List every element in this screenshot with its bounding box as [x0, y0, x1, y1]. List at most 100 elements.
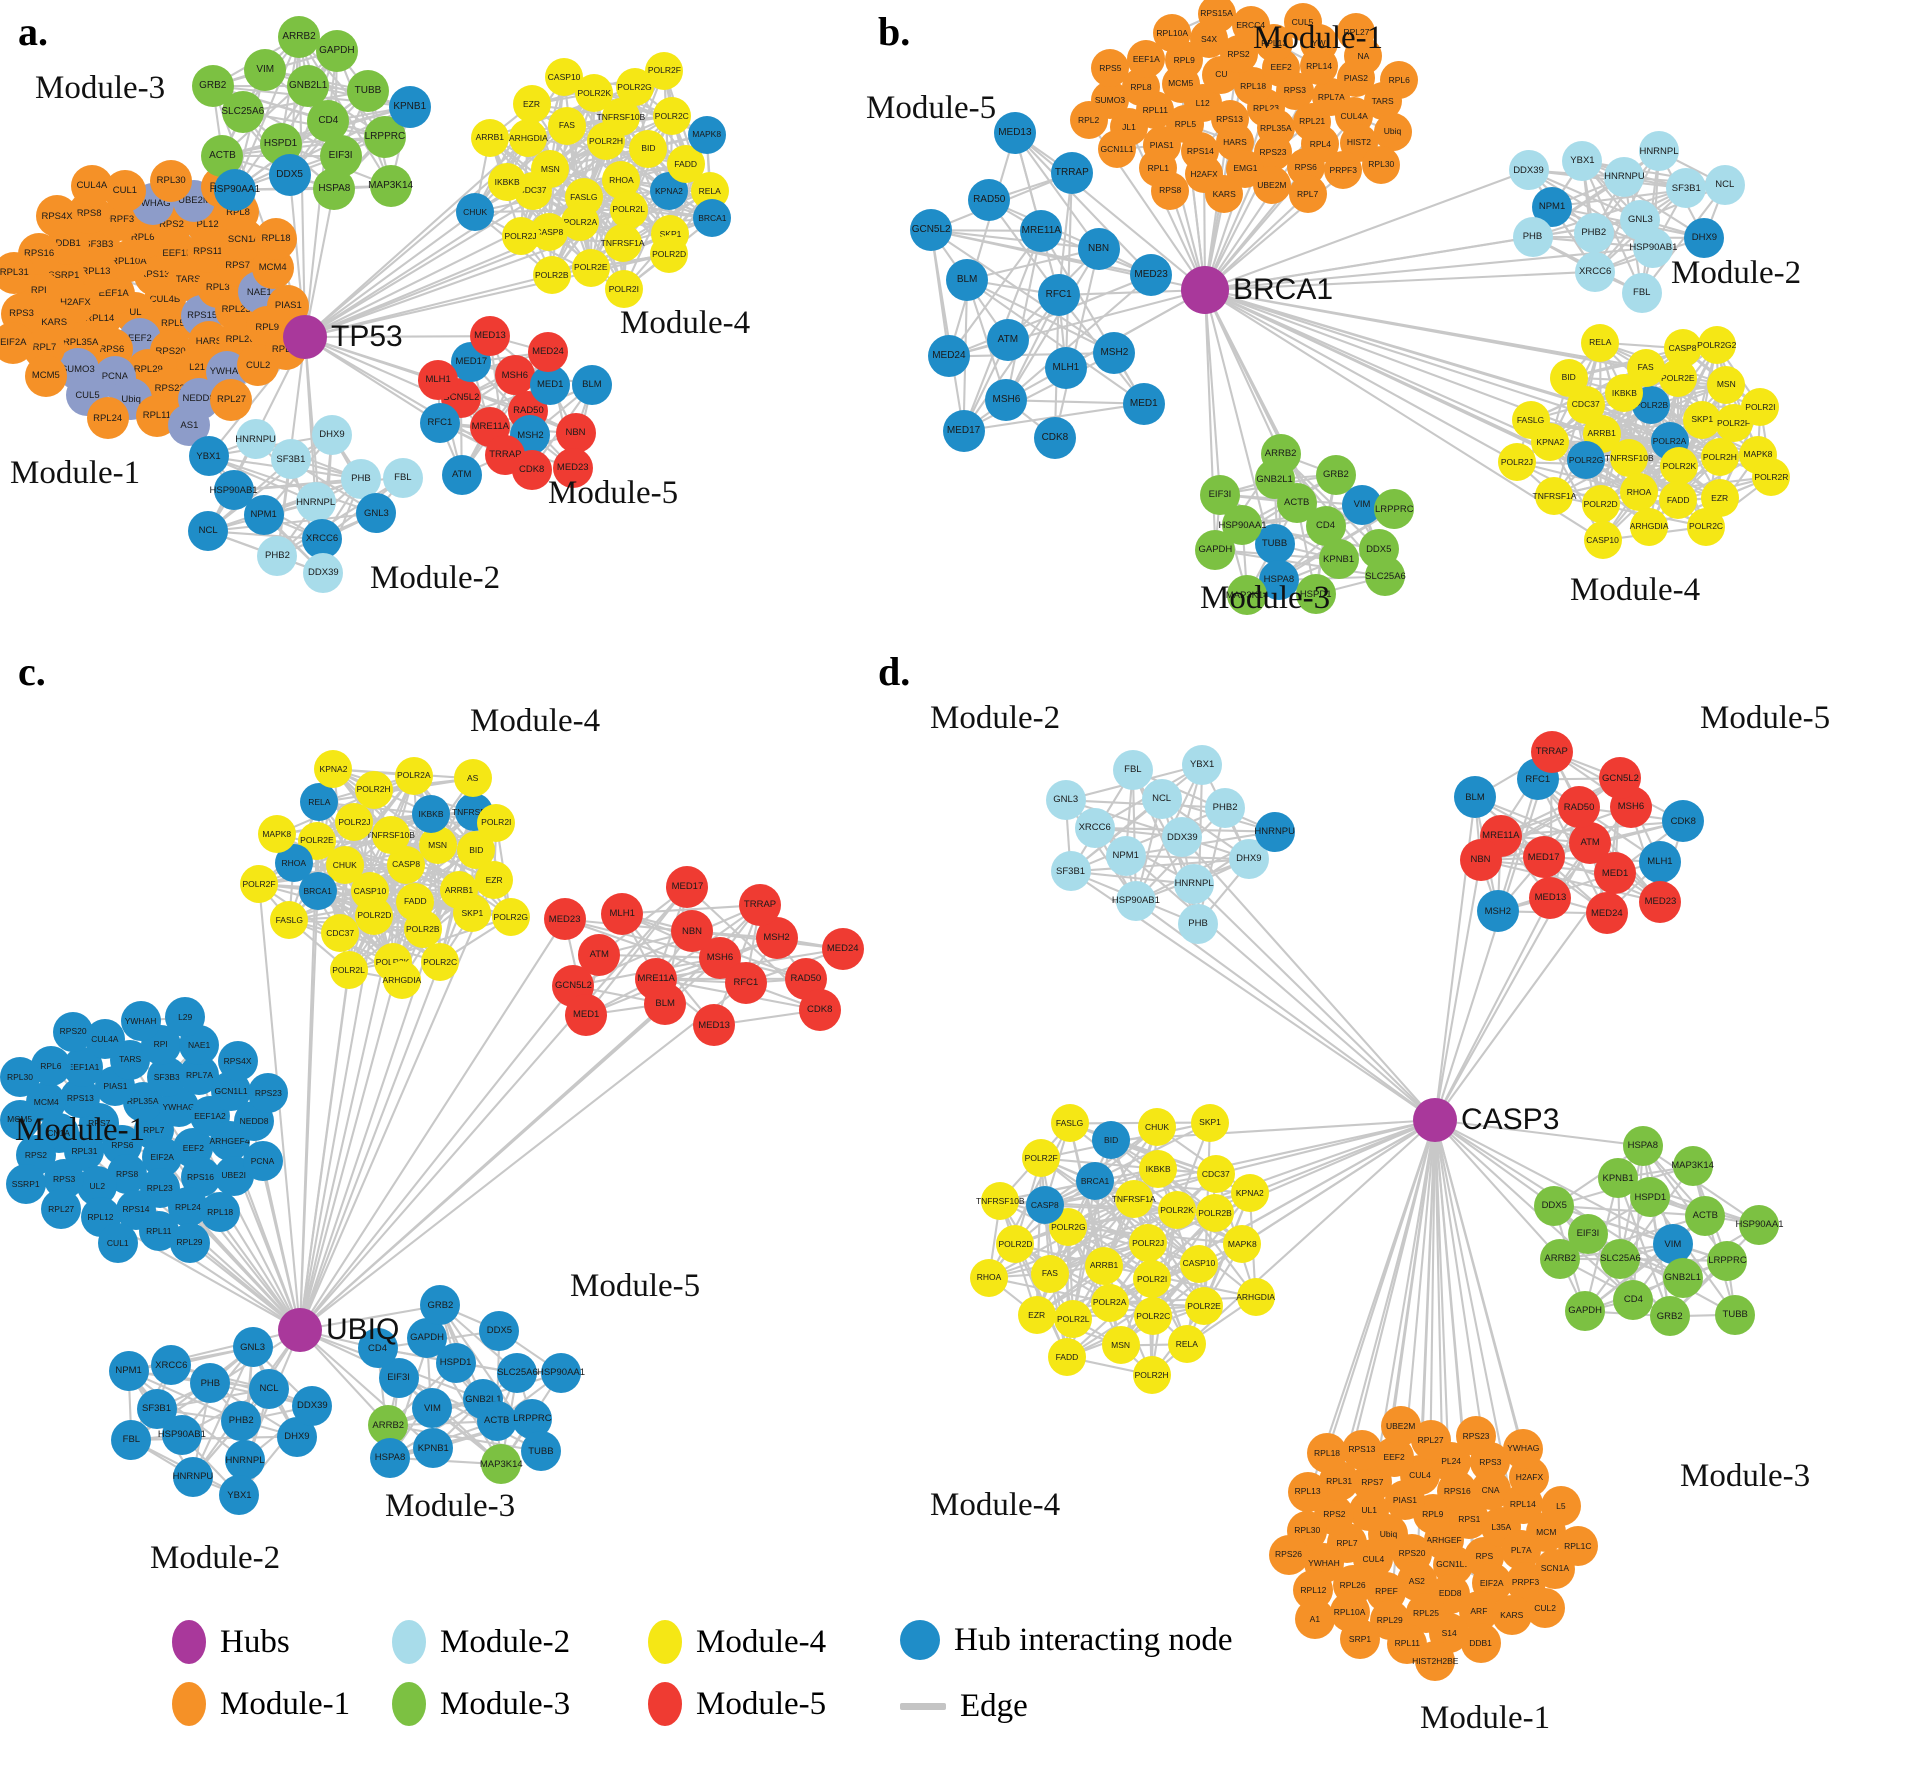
- panel-c-module4-node-polr2b[interactable]: POLR2B: [403, 909, 442, 948]
- panel-d-module5-node-msh2[interactable]: MSH2: [1476, 890, 1519, 933]
- panel-b-module1-node-kars[interactable]: KARS: [1205, 175, 1244, 213]
- panel-a-module5-node-cdk8[interactable]: CDK8: [511, 449, 552, 490]
- panel-c-module1-node-pcna[interactable]: PCNA: [242, 1141, 283, 1182]
- panel-c-module4-node-mapk8[interactable]: MAPK8: [257, 815, 296, 854]
- panel-d-module2-node-phb[interactable]: PHB: [1178, 903, 1219, 944]
- panel-b-module2-node-xrcc6[interactable]: XRCC6: [1575, 251, 1616, 292]
- panel-a-module4-node-polr2c[interactable]: POLR2C: [652, 96, 691, 135]
- panel-d-module4-node-bid[interactable]: BID: [1092, 1121, 1131, 1160]
- panel-a-module2-node-phb[interactable]: PHB: [340, 458, 381, 499]
- panel-a-module5-node-msh6[interactable]: MSH6: [494, 355, 535, 396]
- panel-d-module4-node-polr2a[interactable]: POLR2A: [1090, 1283, 1129, 1322]
- panel-a-module3-node-map3k14[interactable]: MAP3K14: [368, 165, 413, 208]
- panel-b-module4-node-fas[interactable]: FAS: [1626, 348, 1665, 387]
- panel-b-module4-node-polr2r[interactable]: POLR2R: [1752, 457, 1791, 496]
- panel-a-module3-node-ddx5[interactable]: DDX5: [268, 153, 311, 196]
- panel-a-module4-node-fas[interactable]: FAS: [547, 106, 586, 145]
- panel-d-module3-node-actb[interactable]: ACTB: [1685, 1195, 1726, 1236]
- panel-c-module5-node-blm[interactable]: BLM: [644, 982, 687, 1025]
- panel-a-module5-node-med24[interactable]: MED24: [527, 332, 568, 373]
- panel-a-module4-node-ikbkb[interactable]: IKBKB: [488, 163, 527, 202]
- panel-d-module5-node-mlh1[interactable]: MLH1: [1638, 840, 1681, 883]
- panel-c-module3-node-hsp90aa1[interactable]: HSP90AA1: [537, 1352, 585, 1393]
- panel-c-hub-ubiq[interactable]: [278, 1308, 322, 1352]
- panel-d-module5-node-nbn[interactable]: NBN: [1459, 839, 1502, 882]
- panel-c-module4-node-ikbkb[interactable]: IKBKB: [411, 794, 450, 833]
- panel-a-module3-node-tubb[interactable]: TUBB: [347, 69, 390, 112]
- panel-a-module1-node-cul4a[interactable]: CUL4A: [70, 164, 113, 207]
- panel-a-module1-node-rpl24[interactable]: RPL24: [86, 397, 129, 440]
- panel-a-module2-node-fbl[interactable]: FBL: [382, 457, 423, 498]
- panel-a-module4-node-bid[interactable]: BID: [629, 129, 668, 168]
- panel-b-module4-node-rela[interactable]: RELA: [1581, 323, 1620, 362]
- panel-c-module1-node-rpl18[interactable]: RPL18: [200, 1191, 241, 1232]
- panel-b-module2-node-hsp90ab1[interactable]: HSP90AB1: [1629, 227, 1677, 268]
- panel-b-module4-node-polr2h[interactable]: POLR2H: [1700, 438, 1739, 477]
- panel-b-module2-node-ddx39[interactable]: DDX39: [1508, 150, 1549, 191]
- panel-a-module2-node-sf3b1[interactable]: SF3B1: [270, 439, 311, 480]
- panel-d-module5-node-trrap[interactable]: TRRAP: [1530, 731, 1573, 774]
- panel-b-module1-node-rpl6[interactable]: RPL6: [1380, 61, 1419, 100]
- panel-b-module3-node-arrb2[interactable]: ARRB2: [1260, 434, 1301, 475]
- panel-c-module4-node-arhgdia[interactable]: ARHGDIA: [383, 961, 421, 1000]
- panel-a-module2-node-dhx9[interactable]: DHX9: [311, 415, 352, 456]
- panel-c-module5-node-med1[interactable]: MED1: [565, 994, 608, 1036]
- panel-d-module1-node-cul2[interactable]: CUL2: [1525, 1588, 1566, 1629]
- panel-b-module5-node-cdk8[interactable]: CDK8: [1033, 416, 1076, 459]
- panel-b-module1-node-ubiq[interactable]: Ubiq: [1373, 112, 1412, 151]
- panel-c-module1-node-rpl29[interactable]: RPL29: [169, 1222, 210, 1263]
- panel-b-module5-node-med17[interactable]: MED17: [942, 409, 985, 452]
- panel-c-module4-node-ezr[interactable]: EZR: [475, 860, 514, 899]
- panel-c-module1-node-cul1[interactable]: CUL1: [97, 1222, 138, 1263]
- panel-b-module1-node-rps8[interactable]: RPS8: [1151, 171, 1190, 210]
- panel-b-module2-node-fbl[interactable]: FBL: [1621, 272, 1662, 313]
- panel-c-module3-node-actb[interactable]: ACTB: [476, 1401, 517, 1442]
- panel-d-module3-node-hsp90aa1[interactable]: HSP90AA1: [1735, 1204, 1784, 1245]
- panel-b-module5-node-mre11a[interactable]: MRE11A: [1020, 209, 1063, 252]
- panel-d-module4-node-mapk8[interactable]: MAPK8: [1223, 1224, 1262, 1263]
- panel-b-module1-node-rpl2[interactable]: RPL2: [1069, 101, 1108, 140]
- panel-a-hub-tp53[interactable]: [283, 315, 327, 359]
- panel-d-module2-node-ncl[interactable]: NCL: [1141, 779, 1182, 820]
- panel-a-module5-node-rfc1[interactable]: RFC1: [419, 403, 460, 444]
- panel-b-module3-node-eif3i[interactable]: EIF3I: [1199, 474, 1240, 515]
- panel-a-module4-node-mapk8[interactable]: MAPK8: [687, 115, 726, 154]
- panel-c-module5-node-med24[interactable]: MED24: [821, 927, 864, 970]
- panel-c-module1-node-rpl27[interactable]: RPL27: [41, 1188, 82, 1229]
- panel-a-module3-node-grb2[interactable]: GRB2: [191, 65, 234, 108]
- panel-d-module1-node-kars[interactable]: KARS: [1491, 1595, 1532, 1636]
- panel-c-module3-node-hspa8[interactable]: HSPA8: [370, 1437, 411, 1478]
- panel-a-module3-node-hspa8[interactable]: HSPA8: [313, 167, 356, 210]
- panel-c-module5-node-med17[interactable]: MED17: [666, 865, 709, 908]
- panel-c-module4-node-faslg[interactable]: FASLG: [270, 900, 309, 939]
- panel-d-module1-node-rpl13[interactable]: RPL13: [1287, 1471, 1328, 1512]
- panel-b-module4-node-polr2d[interactable]: POLR2D: [1581, 485, 1620, 524]
- panel-d-module1-node-rps13[interactable]: RPS13: [1341, 1429, 1382, 1470]
- panel-a-module4-node-polr2d[interactable]: POLR2D: [650, 235, 689, 274]
- panel-c-module4-node-polr2d[interactable]: POLR2D: [355, 896, 394, 935]
- panel-d-module5-node-med24[interactable]: MED24: [1585, 892, 1628, 935]
- panel-d-module2-node-ybx1[interactable]: YBX1: [1182, 744, 1223, 785]
- panel-b-module5-node-atm[interactable]: ATM: [986, 319, 1029, 362]
- panel-b-module4-node-casp10[interactable]: CASP10: [1583, 521, 1622, 560]
- panel-c-module2-node-phb2[interactable]: PHB2: [221, 1401, 262, 1441]
- panel-a-module1-node-rpl18[interactable]: RPL18: [255, 218, 298, 261]
- panel-d-module5-node-med13[interactable]: MED13: [1529, 876, 1572, 919]
- panel-c-module4-node-skp1[interactable]: SKP1: [453, 893, 492, 932]
- panel-a-module2-node-hnrnpu[interactable]: HNRNPU: [235, 419, 276, 460]
- panel-d-module2-node-hsp90ab1[interactable]: HSP90AB1: [1112, 881, 1160, 922]
- panel-b-module5-node-trrap[interactable]: TRRAP: [1050, 152, 1093, 195]
- panel-b-module2-node-ybx1[interactable]: YBX1: [1562, 141, 1603, 182]
- panel-d-module3-node-tubb[interactable]: TUBB: [1715, 1294, 1756, 1335]
- panel-c-module5-node-trrap[interactable]: TRRAP: [739, 884, 782, 927]
- panel-d-hub-casp3[interactable]: [1413, 1098, 1457, 1142]
- panel-b-module5-node-mlh1[interactable]: MLH1: [1044, 346, 1087, 389]
- panel-a-module5-node-atm[interactable]: ATM: [441, 454, 482, 495]
- panel-d-module5-node-med1[interactable]: MED1: [1594, 852, 1637, 895]
- panel-b-module4-node-arhgdia[interactable]: ARHGDIA: [1630, 507, 1669, 546]
- panel-b-module1-node-ube2m[interactable]: UBE2M: [1252, 166, 1291, 205]
- panel-d-module4-node-polr2h[interactable]: POLR2H: [1132, 1356, 1171, 1395]
- panel-c-module2-node-gnl3[interactable]: GNL3: [232, 1327, 273, 1368]
- panel-b-module3-node-grb2[interactable]: GRB2: [1315, 454, 1356, 495]
- panel-a-module3-node-gnb2l1[interactable]: GNB2L1: [287, 64, 330, 107]
